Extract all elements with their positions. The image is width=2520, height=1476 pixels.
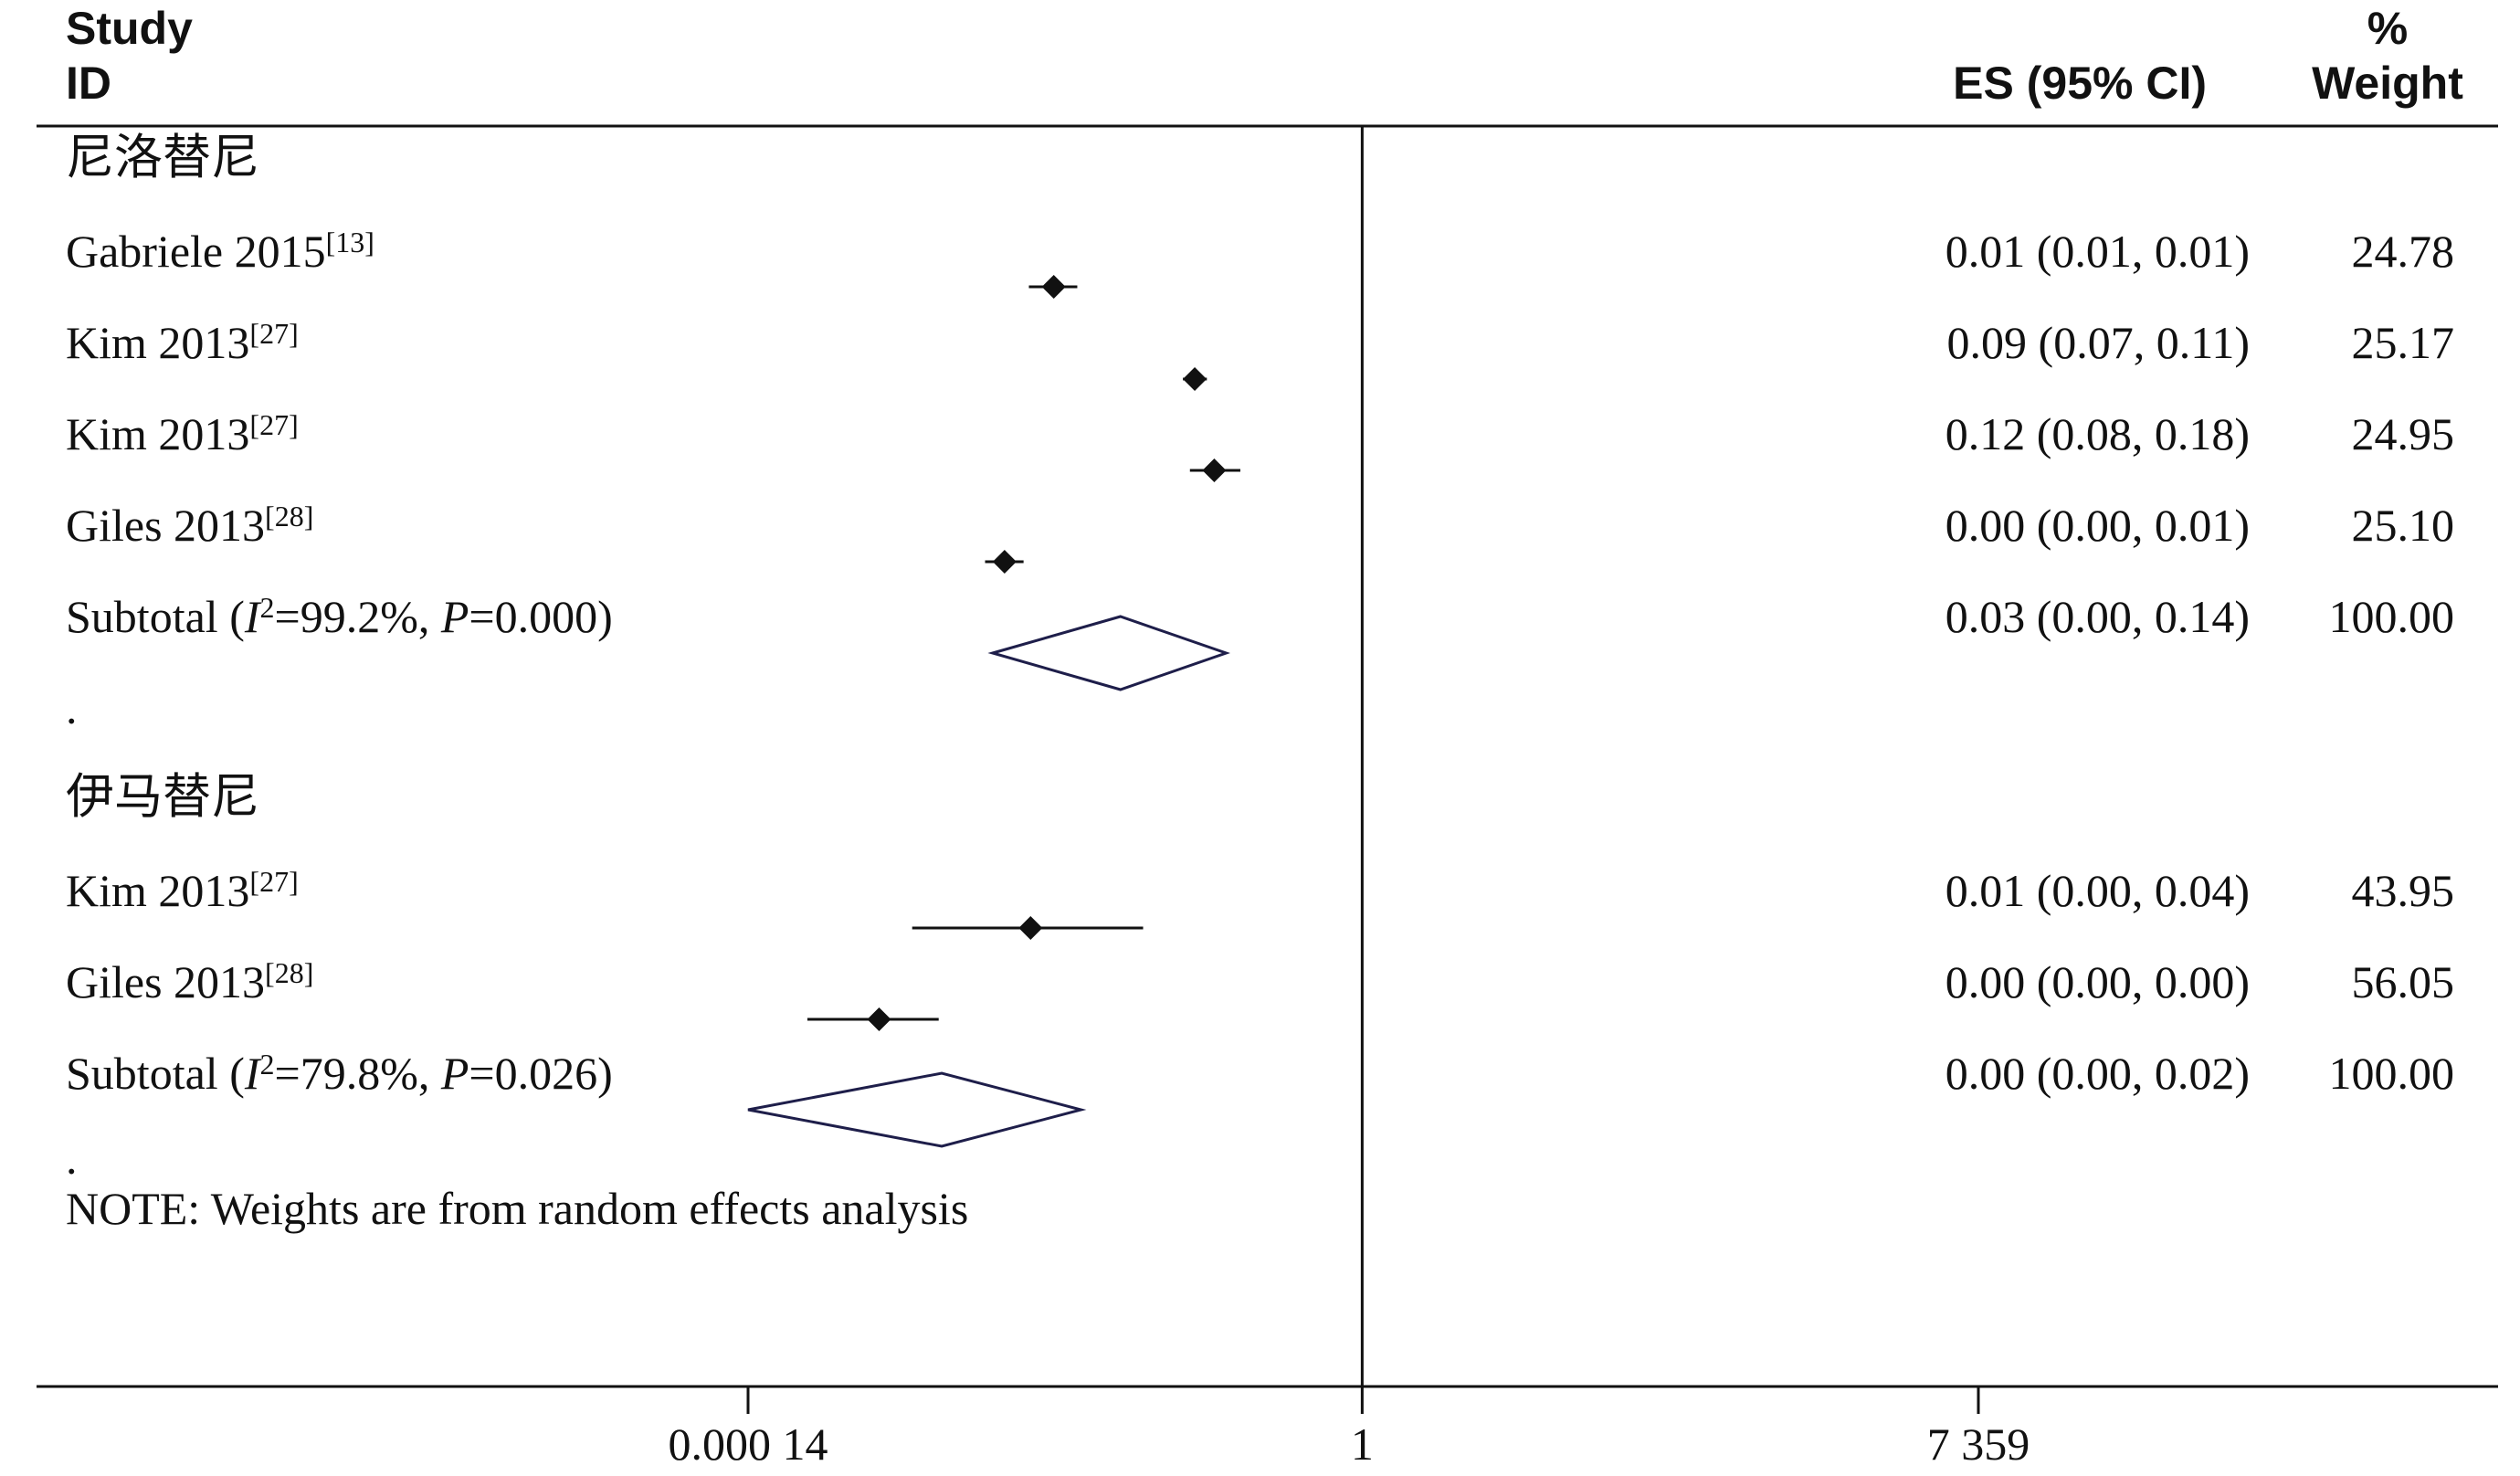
study-es: 0.01 (0.01, 0.01) [1945,226,2250,277]
x-tick-label: 1 [1351,1418,1374,1470]
id-header: ID [66,58,111,109]
x-tick-label: 7 359 [1927,1418,2030,1470]
subtotal-diamond [747,1071,1087,1148]
study-row: Kim 2013[27] 0.09 (0.07, 0.11) 25.17 [66,317,2454,391]
subtotal-weight: 100.00 [2329,1048,2455,1099]
es-header: ES (95% CI) [1953,58,2207,109]
group-spacer-dot: . [66,682,78,733]
x-tick-label: 0.000 14 [669,1418,828,1470]
x-axis: 0.000 14 1 7 359 [669,1386,2030,1470]
study-es: 0.09 (0.07, 0.11) [1947,317,2250,368]
study-header: Study [66,3,193,54]
study-es: 0.12 (0.08, 0.18) [1945,408,2250,459]
group-label-2: 伊马替尼 [66,769,259,825]
study-label: Kim 2013[27] [66,408,299,459]
header: Study ID ES (95% CI) % Weight [66,3,2463,109]
weight-header-percent: % [2367,3,2408,54]
subtotal-es: 0.00 (0.00, 0.02) [1945,1048,2250,1099]
study-point [992,550,1017,574]
study-weight: 24.78 [2352,226,2455,277]
study-row: Kim 2013[27] 0.01 (0.00, 0.04) 43.95 [66,865,2454,940]
study-label: Giles 2013[28] [66,956,313,1007]
weight-header: Weight [2312,58,2463,109]
study-weight: 56.05 [2352,956,2455,1007]
study-point [867,1007,891,1031]
subtotal-diamond [987,615,1230,691]
study-weight: 24.95 [2352,408,2455,459]
study-label: Gabriele 2015[13] [66,226,374,277]
study-weight: 25.17 [2352,317,2455,368]
study-es: 0.00 (0.00, 0.01) [1945,500,2250,551]
study-weight: 43.95 [2352,865,2455,916]
subtotal-label: Subtotal (I2=79.8%, P=0.026) [66,1048,613,1099]
study-point [1018,916,1043,940]
study-point [1183,367,1207,391]
study-point [1041,275,1066,299]
study-point [1202,459,1227,482]
study-label: Giles 2013[28] [66,500,313,551]
study-label: Kim 2013[27] [66,865,299,916]
study-row: Gabriele 2015[13] 0.01 (0.01, 0.01) 24.7… [66,226,2454,299]
study-label: Kim 2013[27] [66,317,299,368]
study-weight: 25.10 [2352,500,2455,551]
study-row: Giles 2013[28] 0.00 (0.00, 0.01) 25.10 [66,500,2454,574]
study-row: Giles 2013[28] 0.00 (0.00, 0.00) 56.05 [66,956,2454,1031]
subtotal-weight: 100.00 [2329,591,2455,642]
subtotal-row: Subtotal (I2=99.2%, P=0.000) 0.03 (0.00,… [66,591,2455,691]
study-es: 0.00 (0.00, 0.00) [1945,956,2250,1007]
study-row: Kim 2013[27] 0.12 (0.08, 0.18) 24.95 [66,408,2454,482]
group-label-1: 尼洛替尼 [66,130,259,185]
subtotal-label: Subtotal (I2=99.2%, P=0.000) [66,591,613,642]
note-text: NOTE: Weights are from random effects an… [66,1183,968,1234]
group-spacer-dot: . [66,1133,78,1184]
subtotal-es: 0.03 (0.00, 0.14) [1945,591,2250,642]
study-es: 0.01 (0.00, 0.04) [1945,865,2250,916]
subtotal-row: Subtotal (I2=79.8%, P=0.026) 0.00 (0.00,… [66,1048,2455,1148]
